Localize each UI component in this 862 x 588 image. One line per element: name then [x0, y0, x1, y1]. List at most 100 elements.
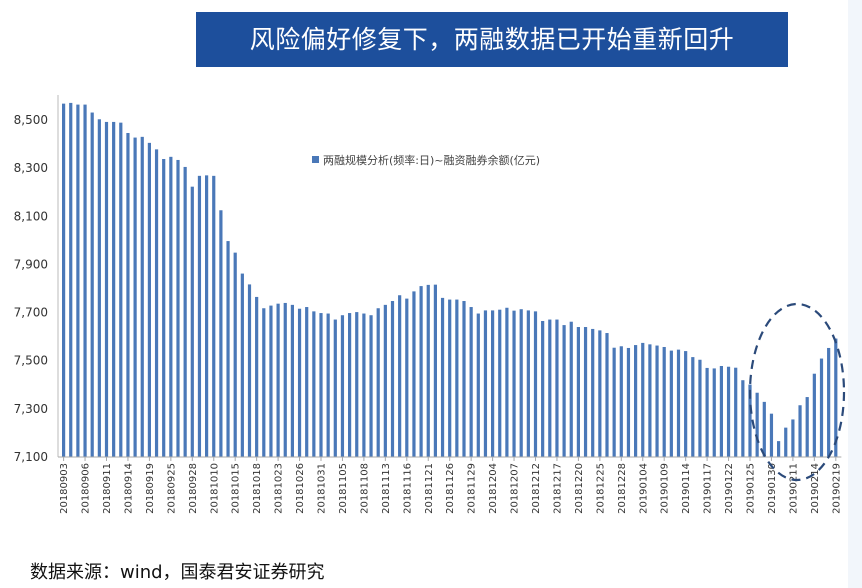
bar	[240, 273, 244, 457]
bar	[62, 103, 66, 457]
bar	[669, 350, 673, 457]
y-tick-label: 8,100	[14, 209, 48, 223]
bar	[591, 328, 595, 457]
bar	[619, 346, 623, 457]
page-title-banner: 风险偏好修复下，两融数据已开始重新回升	[196, 12, 788, 67]
bar	[726, 366, 731, 457]
bar	[226, 241, 230, 457]
x-tick-label: 20180928	[188, 463, 199, 514]
bar	[112, 121, 116, 457]
bar	[698, 359, 702, 457]
x-axis: 20180903 20180906 20180911 20180914 20180919…	[58, 456, 842, 514]
bar	[326, 313, 330, 457]
x-tick-label: 20190130	[767, 463, 778, 514]
bar	[819, 358, 824, 457]
bar	[769, 413, 774, 457]
bar	[827, 347, 831, 457]
bar	[777, 441, 781, 457]
source-note: 数据来源：wind，国泰君安证券研究	[30, 562, 325, 583]
bar	[69, 102, 73, 457]
bar	[433, 284, 437, 457]
bar	[362, 313, 366, 457]
bar	[655, 345, 659, 457]
bar	[390, 301, 395, 457]
bar	[247, 284, 252, 457]
bar	[719, 366, 723, 457]
bar	[190, 186, 194, 457]
bar	[283, 302, 287, 457]
bar	[626, 347, 631, 457]
y-tick-label: 7,900	[14, 257, 48, 271]
bar	[798, 405, 802, 457]
bar	[383, 304, 387, 457]
bar	[569, 321, 573, 457]
x-tick-label: 20181015	[231, 463, 242, 514]
bar	[491, 310, 495, 457]
legend-swatch	[312, 156, 319, 163]
bar	[376, 308, 380, 457]
x-tick-label: 20190104	[638, 463, 649, 514]
bar	[583, 327, 588, 457]
bar	[290, 304, 294, 457]
x-tick-label: 20181105	[338, 463, 349, 514]
x-tick-label: 20180919	[145, 463, 156, 514]
bar	[476, 313, 480, 457]
x-tick-label: 20180903	[59, 463, 70, 514]
background-strip	[848, 0, 862, 588]
bar	[169, 156, 173, 457]
bar	[612, 347, 616, 457]
bar	[762, 401, 766, 457]
x-tick-label: 20181113	[381, 463, 392, 514]
x-tick-label: 20190114	[681, 463, 692, 514]
x-tick-label: 20181116	[402, 463, 413, 514]
bar	[598, 330, 602, 457]
bar	[519, 309, 523, 457]
bar	[505, 307, 509, 457]
y-tick-label: 7,100	[14, 450, 48, 464]
bar	[197, 175, 202, 458]
x-tick-label: 20181031	[317, 463, 328, 514]
x-tick-label: 20180911	[102, 463, 113, 514]
bar	[355, 312, 359, 457]
bar	[219, 210, 223, 457]
x-tick-label: 20190122	[724, 463, 735, 514]
bar	[104, 121, 109, 457]
x-tick-label: 20181121	[424, 463, 435, 514]
bar	[533, 311, 538, 457]
x-tick-label: 20181217	[552, 463, 563, 514]
bar	[83, 104, 87, 457]
x-tick-label: 20181228	[617, 463, 628, 514]
bar	[662, 346, 666, 457]
bar	[605, 333, 609, 457]
bar	[498, 309, 502, 457]
bar	[126, 132, 130, 457]
x-tick-label: 20181108	[359, 463, 370, 514]
bar	[834, 338, 838, 457]
bar	[297, 308, 302, 457]
y-tick-label: 7,500	[14, 354, 48, 368]
x-tick-label: 20181220	[574, 463, 585, 514]
bar	[312, 311, 316, 457]
bar	[483, 310, 488, 457]
y-tick-label: 7,700	[14, 306, 48, 320]
x-tick-label: 20190219	[831, 463, 842, 514]
x-tick-label: 20181212	[531, 463, 542, 514]
bar	[183, 166, 187, 458]
x-tick-label: 20181026	[295, 463, 306, 514]
bar	[576, 327, 580, 457]
bar	[734, 367, 738, 457]
y-tick-label: 7,300	[14, 402, 48, 416]
bar	[176, 159, 180, 458]
bar	[676, 349, 681, 457]
bar	[812, 373, 816, 457]
y-tick-label: 8,300	[14, 161, 48, 175]
x-tick-label: 20180914	[123, 463, 134, 514]
bar	[398, 295, 402, 457]
bar	[147, 142, 151, 457]
bar	[705, 367, 709, 457]
x-tick-label: 20190109	[660, 463, 671, 514]
bar	[205, 175, 209, 457]
x-tick-label: 20181018	[252, 463, 263, 514]
x-tick-label: 20190211	[788, 463, 799, 514]
x-tick-label: 20190117	[703, 463, 714, 514]
